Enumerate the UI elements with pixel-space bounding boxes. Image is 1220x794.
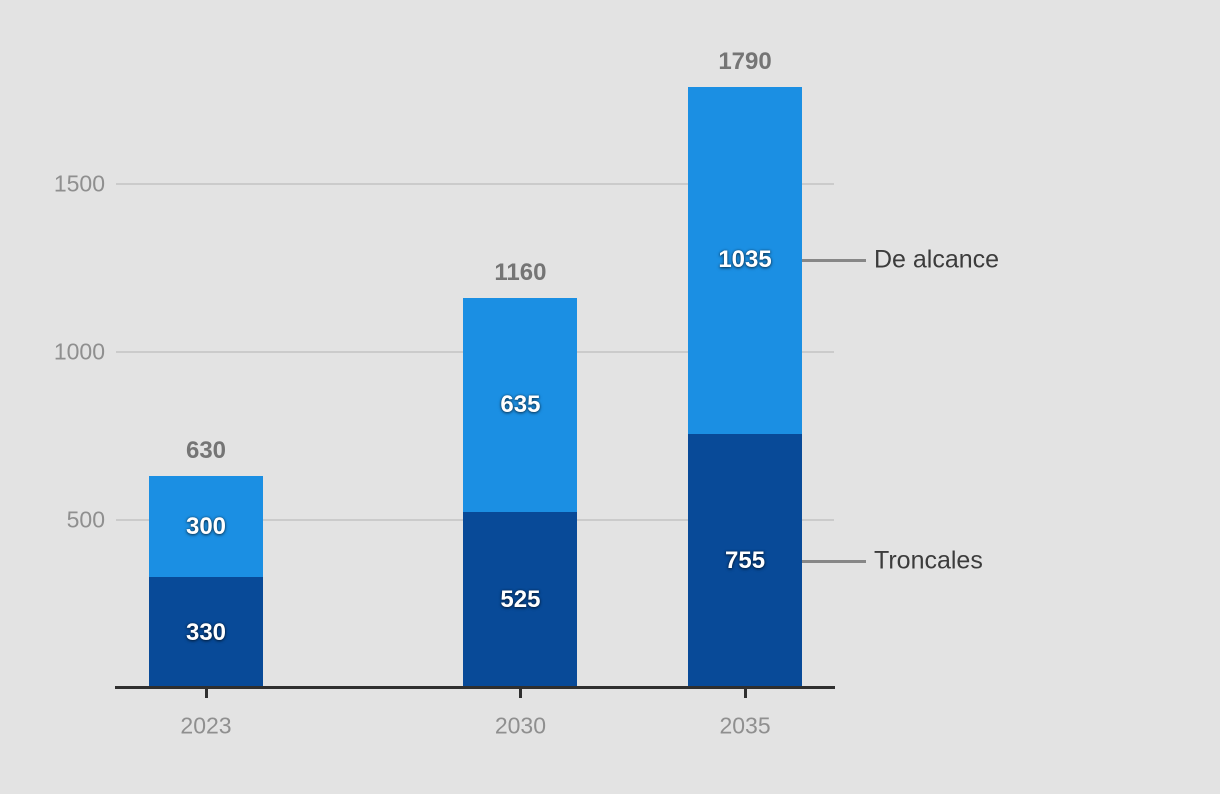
x-axis-tick — [743, 689, 747, 698]
y-axis-tick-label: 500 — [66, 506, 105, 533]
series-annotation-label: De alcance — [874, 245, 1000, 274]
x-axis-tick — [204, 689, 208, 698]
bar-segment-troncales-2030 — [463, 511, 578, 688]
x-axis-line — [115, 686, 835, 689]
bar-value-label: 755 — [725, 547, 766, 575]
x-axis-label: 2035 — [719, 712, 771, 739]
bar-segment-de-alcance-2023 — [149, 476, 263, 578]
gridline — [116, 183, 834, 185]
x-axis-label: 2030 — [494, 712, 547, 739]
bar-value-label: 635 — [500, 390, 541, 418]
bar-value-label: 330 — [185, 618, 227, 646]
bar-segment-de-alcance-2035 — [688, 86, 803, 435]
series-annotation-label: Troncales — [874, 546, 983, 575]
y-axis-tick-label: 1500 — [53, 170, 105, 197]
bar-segment-de-alcance-2030 — [463, 298, 578, 512]
y-axis-tick-label: 1000 — [53, 338, 105, 365]
bar-total-label: 630 — [185, 437, 227, 465]
bar-segment-troncales-2023 — [149, 577, 263, 688]
annotation-connector-line — [802, 559, 866, 563]
bar-segment-troncales-2035 — [688, 434, 803, 688]
bar-value-label: 525 — [500, 585, 541, 613]
bar-value-label: 300 — [185, 512, 227, 540]
x-axis-tick — [518, 689, 522, 698]
bar-total-label: 1160 — [494, 259, 547, 287]
bar-value-label: 1035 — [718, 246, 772, 274]
x-axis-label: 2023 — [180, 712, 232, 739]
bar-total-label: 1790 — [718, 47, 772, 75]
annotation-connector-line — [802, 258, 866, 262]
